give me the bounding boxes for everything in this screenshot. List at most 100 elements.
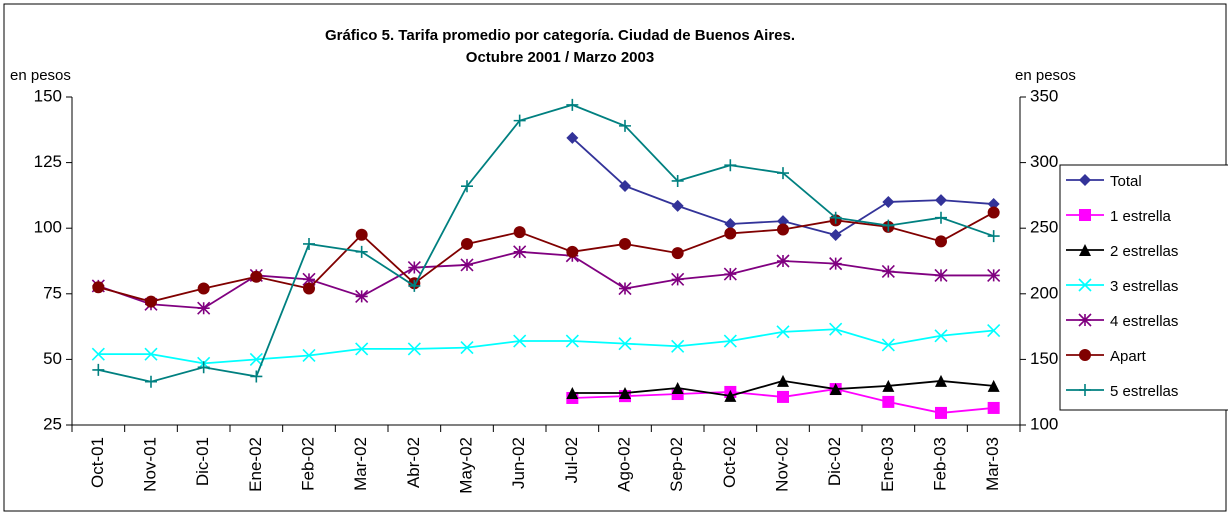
marker [513,245,527,259]
marker [513,334,527,348]
marker [882,219,895,232]
legend: Total 1 estrella 2 estrellas 3 estrellas 4 e… [1059,164,1228,411]
x-tick-label: Jun-02 [509,437,528,489]
y-tick-label: 75 [43,283,62,302]
marker [935,235,947,248]
marker [355,289,369,303]
x-tick-label: Abr-02 [404,437,423,488]
marker [249,352,263,366]
marker [671,247,684,260]
marker [1079,174,1091,186]
x-tick-label: Ene-02 [246,437,265,492]
y2-tick-label: 200 [1030,283,1058,302]
y2-tick-label: 150 [1030,349,1058,368]
legend-label: 5 estrellas [1110,383,1178,400]
marker [987,198,1000,211]
x-tick-label: Feb-03 [930,437,949,491]
marker [303,282,315,295]
y-axis-label: en pesos [10,67,71,84]
marker [671,174,684,187]
y2-tick-label: 100 [1030,414,1058,433]
marker [513,226,526,239]
marker [829,322,843,336]
marker [250,270,263,283]
marker [92,363,105,376]
marker [777,167,789,180]
marker [934,329,948,343]
marker [987,401,1000,414]
marker [1079,209,1091,221]
marker [197,301,211,315]
marker [1078,278,1092,292]
marker [566,98,579,111]
marker [355,245,368,258]
marker [987,206,1000,219]
marker [1079,244,1091,256]
marker [565,334,579,348]
x-tick-label: Oct-01 [88,437,107,488]
x-tick-label: Nov-02 [772,437,791,492]
x-tick-label: Ago-02 [614,437,633,492]
marker [882,195,895,208]
marker [1078,313,1092,327]
marker [724,389,737,402]
marker [513,114,526,127]
marker [829,211,842,224]
y2-tick-label: 350 [1030,86,1058,105]
x-tick-label: Jul-02 [562,437,581,483]
x-tick-label: Sep-02 [667,437,686,492]
x-tick-label: Nov-01 [140,437,159,492]
marker [934,268,948,282]
marker [829,229,842,242]
marker [144,347,158,361]
y2-tick-label: 300 [1030,152,1058,171]
marker [724,227,737,240]
marker [302,272,316,286]
marker [197,282,210,295]
y-tick-label: 100 [34,218,62,237]
legend-label: 2 estrellas [1110,243,1178,260]
marker [197,361,210,374]
marker [723,334,737,348]
marker [724,218,737,231]
marker [881,264,895,279]
marker [935,374,947,387]
marker [407,342,421,356]
x-tick-label: Feb-02 [298,437,317,491]
legend-label: 4 estrellas [1110,313,1178,330]
marker [145,295,157,308]
legend-label: Total [1110,173,1142,190]
y-tick-label: 150 [34,86,62,105]
marker [777,390,789,403]
marker [145,375,157,388]
marker [408,279,421,292]
marker [619,119,631,132]
marker [935,406,947,419]
x-tick-label: Mar-03 [983,437,1002,491]
marker [460,258,474,272]
marker [619,179,631,192]
marker [250,370,263,383]
marker [91,347,105,361]
marker [882,379,895,392]
legend-label: Apart [1110,348,1147,365]
x-tick-label: Dic-02 [825,437,844,486]
marker [671,339,685,353]
marker [303,237,315,250]
marker [777,215,789,228]
marker [619,237,631,250]
marker [987,323,1001,338]
y-tick-label: 50 [43,349,62,368]
y-tick-label: 125 [34,152,62,171]
marker [407,260,421,275]
x-tick-label: Oct-02 [720,437,739,488]
marker [618,337,632,351]
marker [302,348,316,363]
chart-subtitle: Octubre 2001 / Marzo 2003 [466,49,654,66]
series-line [98,250,994,310]
series-line [98,328,994,365]
marker [355,228,368,241]
y2-axis-label: en pesos [1015,67,1076,84]
marker [618,281,632,296]
marker [724,159,737,172]
